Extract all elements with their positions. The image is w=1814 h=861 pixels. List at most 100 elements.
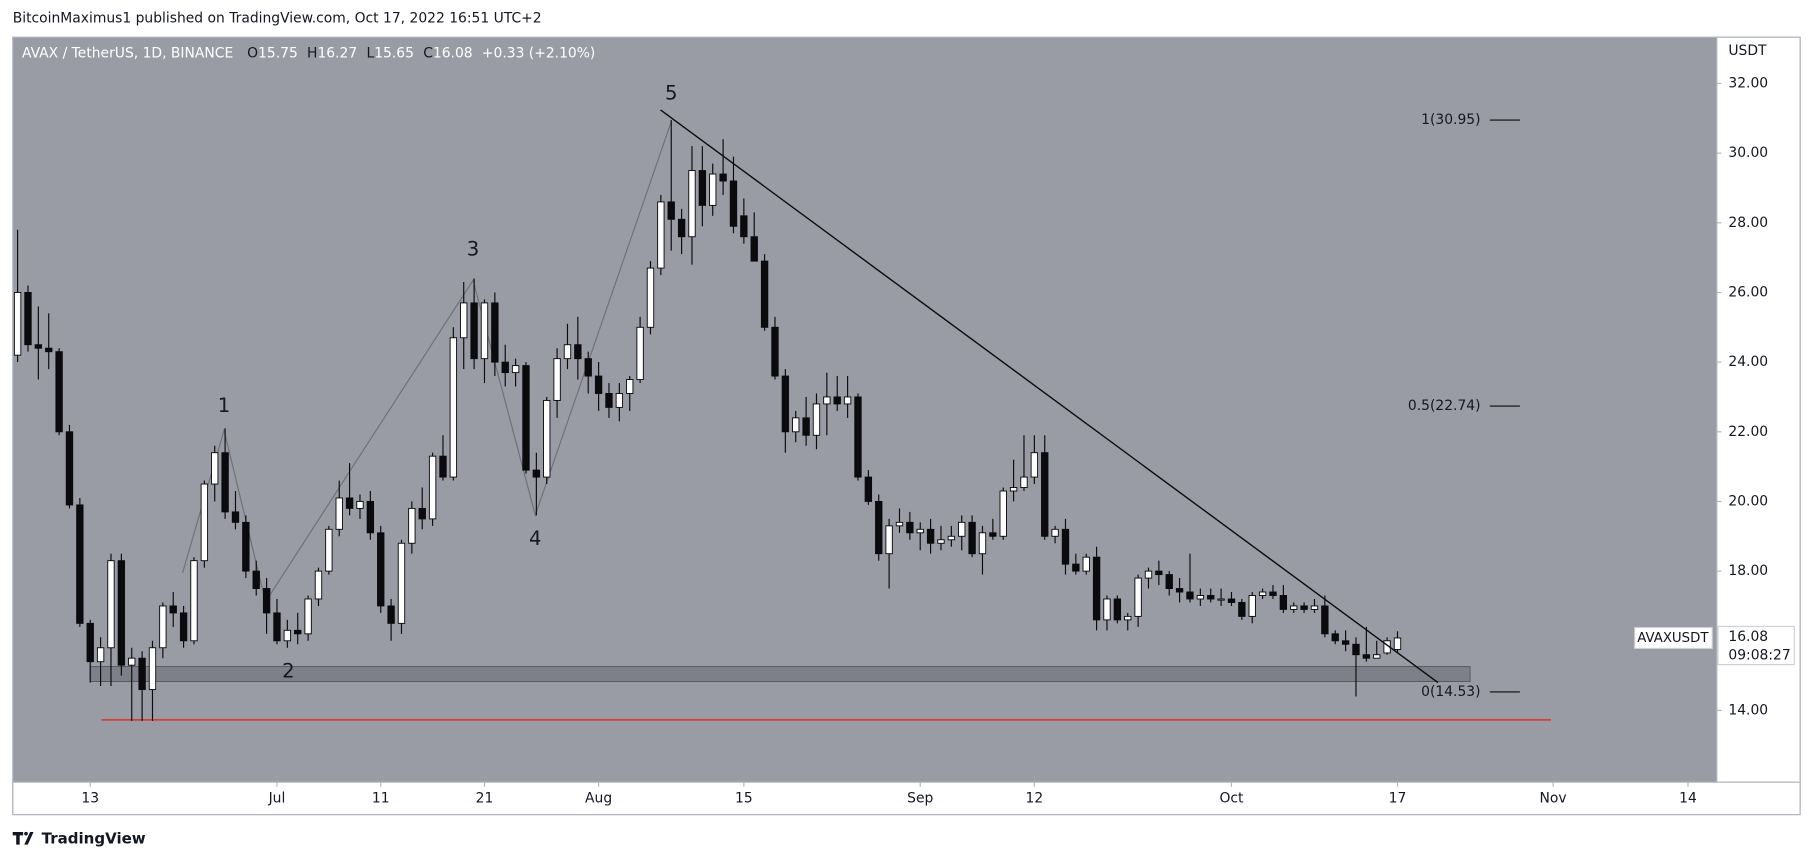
candle-body xyxy=(470,302,478,360)
candle-body xyxy=(262,588,271,614)
candle-body xyxy=(885,525,893,555)
candle-body xyxy=(1352,643,1360,656)
candle-body xyxy=(107,560,115,649)
candle-body xyxy=(55,351,63,433)
candle-body xyxy=(1258,591,1267,596)
brand-name: TradingView xyxy=(42,829,146,847)
candle-body xyxy=(605,393,613,408)
candle-body xyxy=(1217,598,1225,601)
candle-body xyxy=(34,344,43,349)
candle-body xyxy=(1175,588,1184,593)
x-tick-label: 17 xyxy=(1389,790,1407,806)
candle-body xyxy=(252,570,260,589)
candle-body xyxy=(1310,605,1319,610)
x-tick-label: Oct xyxy=(1219,790,1244,806)
trendline xyxy=(660,109,1439,684)
candle-body xyxy=(522,365,530,471)
candle-body xyxy=(553,358,561,401)
candle-body xyxy=(335,497,343,530)
x-tick-label: 13 xyxy=(81,790,99,806)
ohlc-legend: AVAX / TetherUS, 1D, BINANCE O15.75 H16.27… xyxy=(22,45,595,61)
candle-body xyxy=(594,375,603,394)
candle-body xyxy=(117,560,126,666)
candle-body xyxy=(843,396,852,405)
candle-body xyxy=(211,452,219,485)
candle-body xyxy=(916,528,924,534)
candle-body xyxy=(1269,591,1277,596)
wave-label: 1 xyxy=(218,394,231,417)
candle-body xyxy=(24,292,32,346)
candle-body xyxy=(45,347,53,353)
candle-body xyxy=(1186,591,1194,600)
support-zone xyxy=(89,666,1471,682)
candle-body xyxy=(128,657,136,666)
candle-body xyxy=(460,302,468,339)
ohlc-key: O xyxy=(247,45,258,61)
candle-body xyxy=(397,542,406,624)
candle-body xyxy=(802,417,810,436)
candle-body xyxy=(1051,528,1059,537)
candle-body xyxy=(636,326,644,381)
candle-body xyxy=(563,344,572,360)
candle-body xyxy=(138,657,146,691)
candle-body xyxy=(439,455,447,478)
candle-body xyxy=(377,532,385,607)
candle-body xyxy=(646,267,655,328)
candle-body xyxy=(947,535,956,541)
candle-body xyxy=(1341,640,1350,645)
candle-body xyxy=(76,504,84,624)
candle-body xyxy=(1331,633,1339,642)
candle-body xyxy=(771,326,779,377)
candle-body xyxy=(1196,595,1205,600)
candle-body xyxy=(999,490,1007,537)
x-tick-label: 14 xyxy=(1679,790,1697,806)
x-tick-label: Aug xyxy=(585,790,612,806)
candle-body xyxy=(729,180,738,227)
candle-body xyxy=(833,396,841,405)
candle-body xyxy=(937,539,945,544)
candle-body xyxy=(325,528,333,572)
candle-body xyxy=(1393,637,1402,650)
y-tick-label: 18.00 xyxy=(1728,563,1768,579)
candle-body xyxy=(1155,570,1163,576)
plot-area xyxy=(12,37,1717,783)
candle-body xyxy=(1373,654,1381,659)
x-tick-label: Nov xyxy=(1540,790,1567,806)
chart-frame xyxy=(12,36,1801,816)
candle-body xyxy=(1009,487,1018,492)
y-tick-label: 26.00 xyxy=(1728,284,1768,300)
candle-body xyxy=(626,379,634,394)
candle-body xyxy=(1279,595,1288,610)
candle-body xyxy=(1041,452,1049,537)
symbol: AVAX / TetherUS, 1D, BINANCE xyxy=(22,45,233,61)
x-tick-label: 12 xyxy=(1026,790,1044,806)
x-tick-label: 21 xyxy=(476,790,494,806)
candle-body xyxy=(314,570,323,600)
candle-body xyxy=(1020,476,1028,488)
ohlc-key: C xyxy=(423,45,433,61)
candle-body xyxy=(1321,605,1329,635)
candle-body xyxy=(200,483,209,562)
ohlc-key: L xyxy=(366,45,374,61)
y-tick-label: 20.00 xyxy=(1728,493,1768,509)
candle-body xyxy=(418,507,426,520)
symbol-tag: AVAXUSDT xyxy=(1637,631,1709,646)
candle-body xyxy=(159,605,167,649)
candle-body xyxy=(677,218,686,238)
candle-body xyxy=(449,337,458,478)
candle-body xyxy=(148,647,157,691)
candle-body xyxy=(1207,595,1215,600)
ohlc-value: 15.75 xyxy=(258,45,298,61)
wave-label: 4 xyxy=(529,527,542,550)
y-tick-label: 28.00 xyxy=(1728,215,1768,231)
candle-body xyxy=(864,476,873,502)
logo-mark xyxy=(12,831,34,845)
candle-body xyxy=(169,605,177,614)
wave-label: 2 xyxy=(282,660,295,683)
candle-body xyxy=(1113,598,1122,621)
candle-body xyxy=(190,560,198,642)
candle-body xyxy=(584,358,592,377)
y-tick-label: 22.00 xyxy=(1728,424,1768,440)
candle-body xyxy=(760,260,769,328)
